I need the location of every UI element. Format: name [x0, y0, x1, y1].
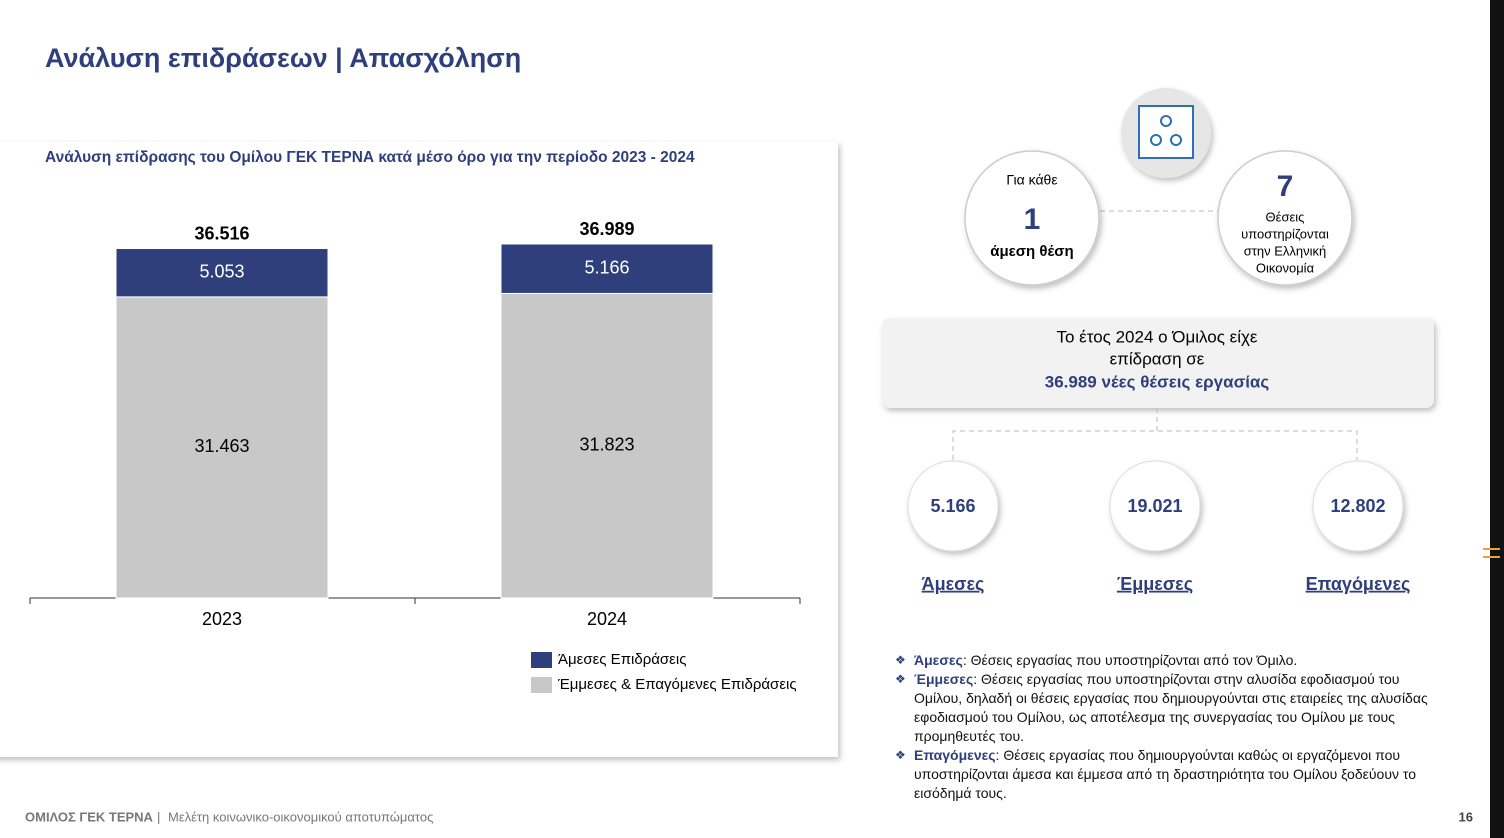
circle-text: στην Ελληνική	[1244, 243, 1327, 258]
circle	[1217, 150, 1353, 286]
breakdown-label: Άμεσες	[922, 574, 985, 594]
note-text: : Θέσεις εργασίας που δημιουργούνται καθ…	[914, 747, 1416, 801]
box-highlight: 36.989 νέες θέσεις εργασίας	[1045, 372, 1270, 391]
circle	[964, 150, 1100, 286]
bar-segment	[115, 296, 329, 599]
icon-box	[1138, 105, 1194, 159]
edge-bar	[1490, 0, 1504, 838]
note-term: Έμμεσες	[914, 671, 974, 687]
note-text: : Θέσεις εργασίας που υποστηρίζονται στη…	[914, 671, 1428, 744]
slide-title: Ανάλυση επιδράσεων | Απασχόληση	[45, 43, 521, 73]
breakdown-value: 5.166	[930, 496, 975, 516]
bar-segment	[500, 292, 714, 599]
chart: 31.463 5.053 36.516 2023 31.823 5.166 36.989 20…	[29, 219, 801, 693]
legend-swatch	[531, 652, 552, 668]
infographic: Για κάθε 1 άμεση θέση 7 Το έτος 2024 ο Ό…	[882, 88, 1434, 594]
x-tick-label: 2024	[587, 609, 627, 629]
note-text: : Θέσεις εργασίας που υποστηρίζονται από…	[962, 652, 1298, 668]
breakdown-circle	[1109, 460, 1201, 552]
value-label: 31.823	[579, 434, 634, 454]
tree-lines	[952, 408, 1358, 460]
note: ❖ Άμεσες: Θέσεις εργασίας που υποστηρίζον…	[895, 651, 1443, 670]
note-body: Έμμεσες: Θέσεις εργασίας που υποστηρίζον…	[914, 670, 1443, 746]
note: ❖ Έμμεσες: Θέσεις εργασίας που υποστηρίζο…	[895, 670, 1443, 746]
value-label: 5.053	[199, 261, 244, 281]
circle-number: 7	[1277, 170, 1294, 203]
circle-text: Για κάθε	[1006, 172, 1057, 188]
box-text: επίδραση σε	[1110, 349, 1205, 368]
footer-subtitle: Μελέτη κοινωνικο-οικονομικού αποτυπώματο…	[168, 809, 433, 824]
icon	[1170, 134, 1182, 146]
note-body: Επαγόμενες: Θέσεις εργασίας που δημιουργ…	[914, 746, 1443, 803]
notes: ❖ Άμεσες: Θέσεις εργασίας που υποστηρίζον…	[895, 651, 1443, 803]
legend-label: Άμεσες Επιδράσεις	[558, 651, 686, 668]
note-body: Άμεσες: Θέσεις εργασίας που υποστηρίζοντ…	[914, 651, 1297, 670]
bullet: ❖	[895, 748, 906, 762]
box-text: Το έτος 2024 ο Όμιλος είχε	[1056, 327, 1257, 346]
icon	[1150, 134, 1162, 146]
summary-box	[882, 318, 1434, 408]
total-label: 36.989	[579, 219, 634, 239]
circle-text: Θέσεις	[1266, 209, 1305, 224]
circle-text: υποστηρίζονται	[1241, 226, 1329, 241]
legend-swatch	[531, 677, 552, 693]
page-number: 16	[1459, 809, 1473, 824]
footer-company: ΟΜΙΛΟΣ ΓΕΚ ΤΕΡΝΑ	[25, 809, 154, 824]
bar-segment	[115, 248, 329, 298]
breakdown-circle	[1312, 460, 1404, 552]
footer-sep: |	[157, 809, 160, 824]
circle-text: άμεση θέση	[990, 243, 1073, 260]
breakdown-label: Έμμεσες	[1117, 574, 1193, 594]
breakdown-value: 19.021	[1127, 496, 1182, 516]
bar-segment	[500, 243, 714, 294]
total-label: 36.516	[194, 223, 249, 243]
legend-label: Έμμεσες & Επαγόμενες Επιδράσεις	[557, 676, 797, 693]
circle-number: 1	[1024, 203, 1041, 236]
note-term: Επαγόμενες	[914, 747, 996, 763]
bullet: ❖	[895, 672, 906, 686]
icon	[1160, 115, 1172, 127]
value-label: 31.463	[194, 436, 249, 456]
chart-title: Ανάλυση επίδρασης του Ομίλου ΓΕΚ ΤΕΡΝΑ κ…	[45, 149, 695, 166]
breakdown-label: Επαγόμενες	[1306, 574, 1411, 594]
bullet: ❖	[895, 653, 906, 667]
note-term: Άμεσες	[914, 652, 963, 668]
note: ❖ Επαγόμενες: Θέσεις εργασίας που δημιουρ…	[895, 746, 1443, 803]
circle-text: Οικονομία	[1256, 260, 1315, 275]
value-label: 5.166	[584, 257, 629, 277]
breakdown-circle	[907, 460, 999, 552]
breakdown-value: 12.802	[1330, 496, 1385, 516]
x-tick-label: 2023	[202, 609, 242, 629]
